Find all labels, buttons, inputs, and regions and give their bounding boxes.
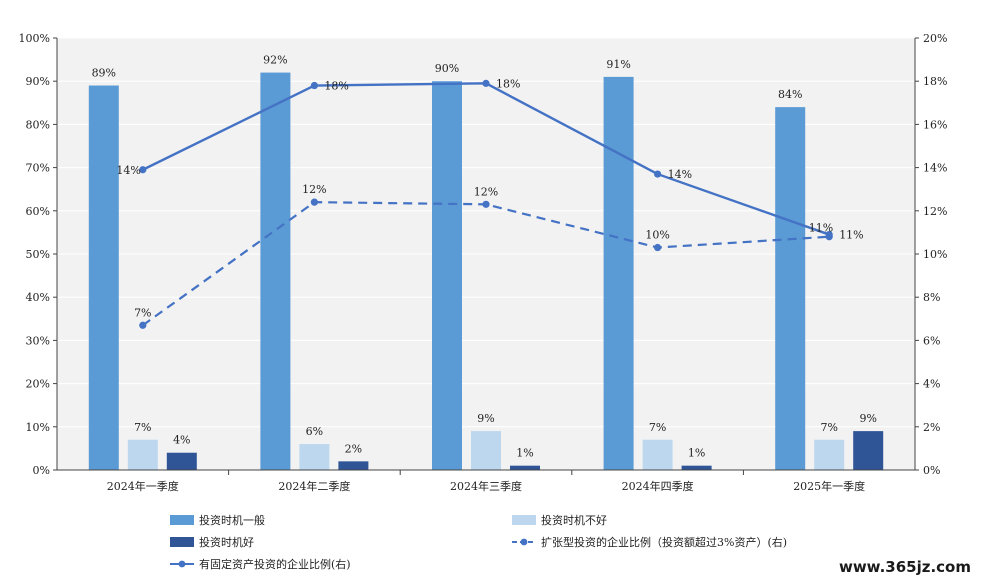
left-tick-label: 90% xyxy=(26,75,50,88)
line-point xyxy=(654,243,662,252)
bar-data-label: 9% xyxy=(859,412,876,425)
right-tick-label: 2% xyxy=(923,421,940,434)
x-category-label: 2025年一季度 xyxy=(793,479,865,493)
right-tick-label: 8% xyxy=(923,291,940,304)
right-tick-label: 14% xyxy=(923,162,947,175)
legend-label: 有固定资产投资的企业比例(右) xyxy=(199,557,351,571)
left-tick-label: 60% xyxy=(26,205,50,218)
x-category-label: 2024年三季度 xyxy=(450,479,522,493)
line-data-label: 10% xyxy=(645,229,669,242)
bar xyxy=(299,444,330,470)
legend-swatch xyxy=(170,537,194,547)
bar-data-label: 7% xyxy=(820,421,837,434)
line-data-label: 14% xyxy=(116,164,140,177)
line-data-label: 12% xyxy=(474,185,498,198)
right-tick-label: 10% xyxy=(923,248,947,261)
line-data-label: 14% xyxy=(668,168,692,181)
left-tick-label: 80% xyxy=(26,118,50,131)
bar xyxy=(127,439,158,470)
watermark: www.365jz.com xyxy=(836,558,973,576)
bar xyxy=(814,439,845,470)
left-tick-label: 50% xyxy=(26,248,50,261)
legend-label: 投资时机不好 xyxy=(541,513,607,527)
line-point xyxy=(482,200,490,208)
bar-data-label: 84% xyxy=(778,88,802,101)
right-tick-label: 4% xyxy=(923,378,940,391)
left-tick-label: 40% xyxy=(26,291,50,304)
line-point xyxy=(310,81,318,90)
bar-data-label: 1% xyxy=(688,447,705,460)
bar xyxy=(88,85,119,471)
line-data-label: 12% xyxy=(302,183,326,196)
bar-data-label: 6% xyxy=(306,425,323,438)
x-category-label: 2024年二季度 xyxy=(278,479,350,493)
bar xyxy=(603,76,634,470)
right-tick-label: 18% xyxy=(923,75,947,88)
line-point xyxy=(654,170,662,178)
line-data-label: 11% xyxy=(839,229,863,242)
bar-data-label: 89% xyxy=(92,67,116,80)
bar-data-label: 2% xyxy=(345,442,362,455)
line-point xyxy=(482,79,490,87)
bar xyxy=(432,81,462,470)
bar-data-label: 7% xyxy=(134,421,151,434)
left-tick-label: 100% xyxy=(19,32,50,45)
line-marks xyxy=(139,79,833,329)
bar xyxy=(338,461,369,470)
right-tick-label: 12% xyxy=(923,205,947,218)
bar-data-label: 9% xyxy=(477,412,494,425)
line-point xyxy=(139,321,147,329)
legend-label: 扩张型投资的企业比例（投资额超过3%资产）(右) xyxy=(541,535,787,549)
legend-swatch-marker xyxy=(520,538,528,546)
legend-swatch xyxy=(170,515,194,525)
line-data-label: 7% xyxy=(134,306,151,319)
bar-data-label: 90% xyxy=(435,62,459,75)
bar xyxy=(260,72,291,470)
legend-label: 投资时机好 xyxy=(199,535,254,549)
bar-data-label: 7% xyxy=(649,421,666,434)
grid-lines xyxy=(57,37,915,428)
legend-swatch xyxy=(512,515,536,525)
left-tick-label: 70% xyxy=(26,162,50,175)
bar-data-label: 92% xyxy=(263,54,287,67)
bar xyxy=(775,107,806,471)
left-tick-label: 30% xyxy=(26,334,50,347)
legend-swatch-marker xyxy=(178,560,186,568)
line-point xyxy=(825,230,833,239)
bar xyxy=(853,431,884,470)
bar-data-label: 91% xyxy=(606,58,630,71)
bar-data-label: 1% xyxy=(516,447,533,460)
legend-label: 投资时机一般 xyxy=(199,513,265,527)
axes: 0% 10% 20% 30% 40% 50% 60% 70% 80% 90% 100% 0% 2% 4% 6… xyxy=(19,32,948,493)
left-tick-label: 10% xyxy=(26,421,50,434)
x-category-label: 2024年一季度 xyxy=(107,479,179,493)
bar-data-label: 4% xyxy=(173,434,190,447)
right-tick-label: 20% xyxy=(923,32,947,45)
bar-marks xyxy=(88,72,884,471)
right-tick-label: 16% xyxy=(923,118,947,131)
left-tick-label: 20% xyxy=(26,378,50,391)
right-tick-label: 0% xyxy=(923,464,940,477)
bar xyxy=(642,439,673,470)
right-tick-label: 6% xyxy=(923,334,940,347)
line-data-label: 11% xyxy=(809,222,833,235)
bar xyxy=(510,465,540,470)
line-point xyxy=(139,166,147,174)
bar xyxy=(471,431,501,470)
bar xyxy=(681,465,712,470)
line-data-label: 18% xyxy=(496,77,520,90)
line-point xyxy=(310,198,318,206)
line-data-label: 18% xyxy=(324,80,348,93)
x-category-label: 2024年四季度 xyxy=(622,479,694,493)
data-labels: 89% 92% 90% 91% 84% 7% 6% 9% 7% 7% 4% 2% 1% 1% 9% 7% 12%… xyxy=(92,54,877,460)
bar xyxy=(166,452,197,470)
left-tick-label: 0% xyxy=(33,464,50,477)
